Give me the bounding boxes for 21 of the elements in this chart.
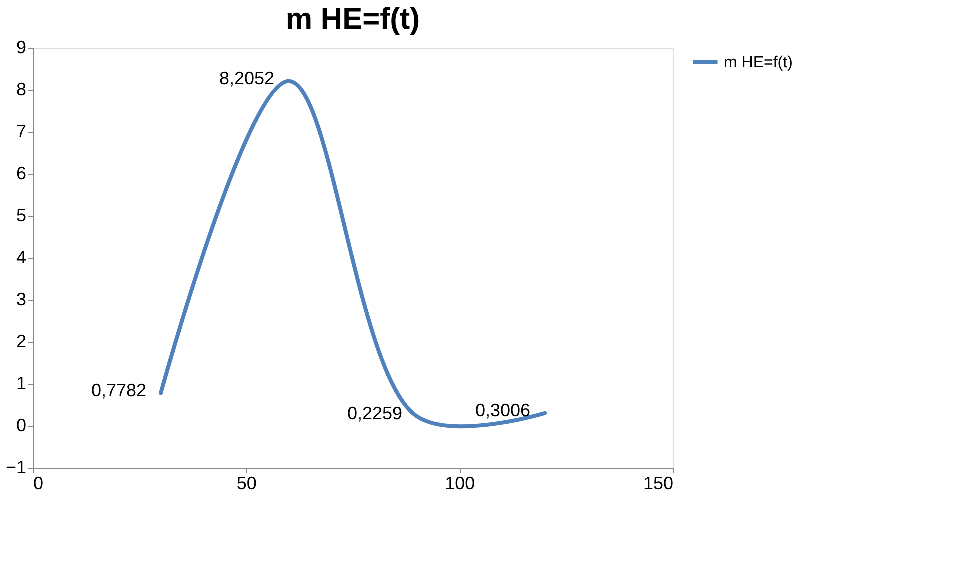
text: 0,3006 — [475, 400, 531, 420]
y-tick-label: 1 — [16, 374, 26, 394]
text: 0,7782 — [91, 380, 147, 400]
text: 0,2259 — [347, 404, 403, 424]
x-tick-label: 0 — [34, 474, 44, 494]
y-tick-label: 9 — [16, 38, 26, 58]
y-tick-label: 3 — [16, 290, 26, 310]
y-tick-label: 2 — [16, 332, 26, 352]
x-tick-label: 100 — [445, 474, 476, 494]
chart-title: m HE=f(t) — [286, 3, 420, 36]
y-tick-label: 4 — [16, 248, 26, 268]
text: 8,2052 — [219, 68, 275, 88]
y-tick-label: 6 — [16, 164, 26, 184]
y-tick-label: 5 — [16, 206, 26, 226]
y-tick-label: 8 — [16, 80, 26, 100]
y-tick-label: −1 — [6, 458, 26, 478]
x-tick-label: 150 — [643, 474, 674, 494]
y-tick-label: 0 — [16, 416, 26, 436]
legend-label: m HE=f(t) — [724, 54, 793, 72]
y-tick-label: 7 — [16, 122, 26, 142]
x-tick-label: 50 — [236, 474, 257, 494]
